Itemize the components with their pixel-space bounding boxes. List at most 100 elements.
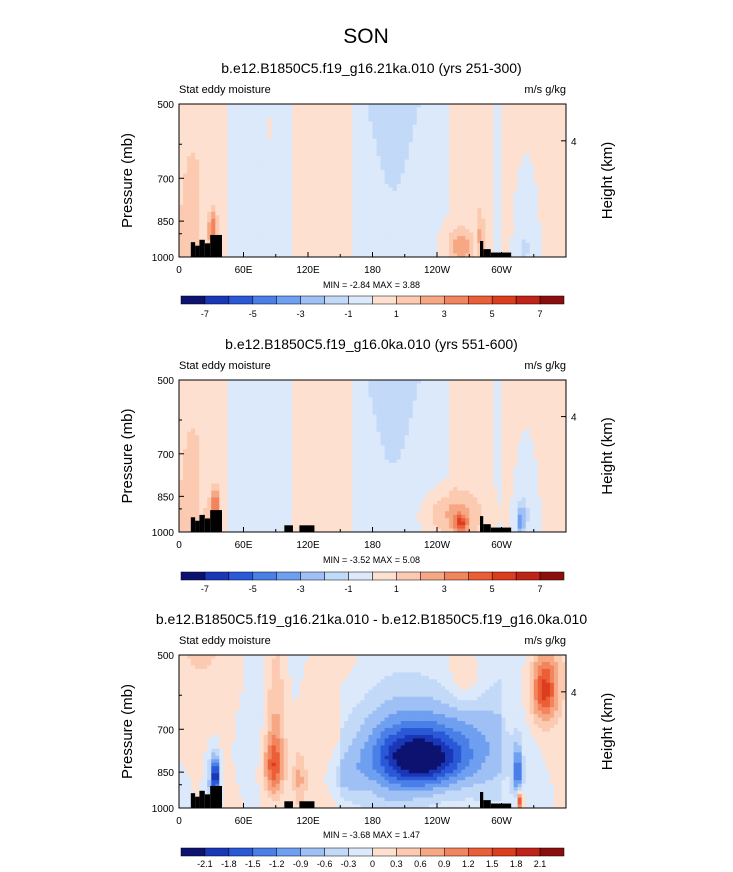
heatmap-cell <box>279 128 285 133</box>
heatmap-cell <box>219 163 224 167</box>
heatmap-cell <box>424 183 430 188</box>
heatmap-cell <box>376 243 381 247</box>
heatmap-cell <box>195 225 200 230</box>
heatmap-cell <box>372 149 377 154</box>
heatmap-cell <box>549 194 555 199</box>
heatmap-cell <box>223 204 228 209</box>
heatmap-cell <box>328 128 333 133</box>
heatmap-cell <box>461 243 466 247</box>
heatmap-cell <box>493 163 498 167</box>
heatmap-cell <box>179 124 184 129</box>
heatmap-cell <box>432 145 438 150</box>
heatmap-cell <box>513 225 519 230</box>
heatmap-cell <box>493 131 498 136</box>
heatmap-cell <box>441 159 446 164</box>
heatmap-cell <box>308 170 313 174</box>
heatmap-cell <box>187 142 192 147</box>
heatmap-cell <box>235 390 240 395</box>
heatmap-cell <box>545 114 551 119</box>
heatmap-cell <box>489 156 494 161</box>
heatmap-cell <box>469 239 474 244</box>
heatmap-cell <box>183 225 188 230</box>
heatmap-cell <box>259 124 265 129</box>
heatmap-cell <box>308 393 313 398</box>
heatmap-cell <box>223 215 228 220</box>
heatmap-cell <box>408 194 414 199</box>
heatmap-cell <box>227 229 232 234</box>
heatmap-cell <box>437 177 442 181</box>
heatmap-cell <box>412 117 418 122</box>
heatmap-cell <box>473 152 478 157</box>
heatmap-cell <box>513 107 519 112</box>
heatmap-cell <box>388 225 394 230</box>
heatmap-cell <box>384 397 390 402</box>
heatmap-cell <box>191 390 196 395</box>
heatmap-cell <box>432 250 438 254</box>
heatmap-cell <box>372 156 377 161</box>
heatmap-cell <box>283 239 289 244</box>
heatmap-cell <box>388 236 394 241</box>
heatmap-cell <box>533 138 539 143</box>
heatmap-cell <box>465 400 470 405</box>
heatmap-cell <box>477 114 482 119</box>
heatmap-cell <box>473 218 478 223</box>
heatmap-cell <box>183 166 188 171</box>
heatmap-cell <box>424 114 430 119</box>
heatmap-cell <box>521 107 527 112</box>
heatmap-cell <box>485 239 490 244</box>
heatmap-cell <box>295 156 301 161</box>
heatmap-cell <box>416 149 422 154</box>
heatmap-cell <box>235 229 240 234</box>
heatmap-cell <box>493 211 498 216</box>
heatmap-cell <box>368 142 373 147</box>
heatmap-cell <box>239 243 244 247</box>
heatmap-cell <box>420 229 426 234</box>
heatmap-cell <box>219 218 224 223</box>
heatmap-cell <box>364 121 369 126</box>
heatmap-cell <box>505 218 510 223</box>
heatmap-cell <box>364 222 369 227</box>
heatmap-cell <box>239 190 244 195</box>
heatmap-cell <box>400 138 406 143</box>
heatmap-cell <box>231 142 236 147</box>
heatmap-cell <box>461 211 466 216</box>
heatmap-cell <box>207 170 212 174</box>
heatmap-cell <box>251 243 256 247</box>
heatmap-cell <box>344 253 349 258</box>
heatmap-cell <box>384 225 390 230</box>
heatmap-cell <box>412 183 418 188</box>
heatmap-cell <box>255 145 261 150</box>
heatmap-cell <box>324 243 329 247</box>
heatmap-cell <box>453 400 458 405</box>
heatmap-cell <box>376 138 381 143</box>
heatmap-cell <box>445 107 450 112</box>
heatmap-cell <box>267 170 273 174</box>
heatmap-cell <box>283 170 289 174</box>
heatmap-cell <box>453 250 458 254</box>
heatmap-cell <box>473 380 478 384</box>
heatmap-cell <box>316 194 321 199</box>
heatmap-cell <box>441 225 446 230</box>
heatmap-cell <box>392 183 398 188</box>
heatmap-cell <box>465 131 470 136</box>
heatmap-cell <box>187 163 192 167</box>
heatmap-cell <box>412 225 418 230</box>
heatmap-cell <box>352 211 357 216</box>
heatmap-cell <box>416 145 422 150</box>
heatmap-cell <box>243 201 248 206</box>
heatmap-cell <box>191 386 196 391</box>
heatmap-cell <box>312 170 317 174</box>
heatmap-cell <box>384 173 390 178</box>
heatmap-cell <box>251 131 256 136</box>
heatmap-cell <box>545 229 551 234</box>
heatmap-cell <box>420 225 426 230</box>
heatmap-cell <box>227 208 232 213</box>
heatmap-cell <box>320 380 325 384</box>
heatmap-cell <box>251 232 256 237</box>
heatmap-cell <box>267 232 273 237</box>
heatmap-cell <box>428 121 434 126</box>
heatmap-cell <box>227 194 232 199</box>
colorbar-swatch <box>252 295 277 305</box>
heatmap-cell <box>195 142 200 147</box>
heatmap-cell <box>392 239 398 244</box>
